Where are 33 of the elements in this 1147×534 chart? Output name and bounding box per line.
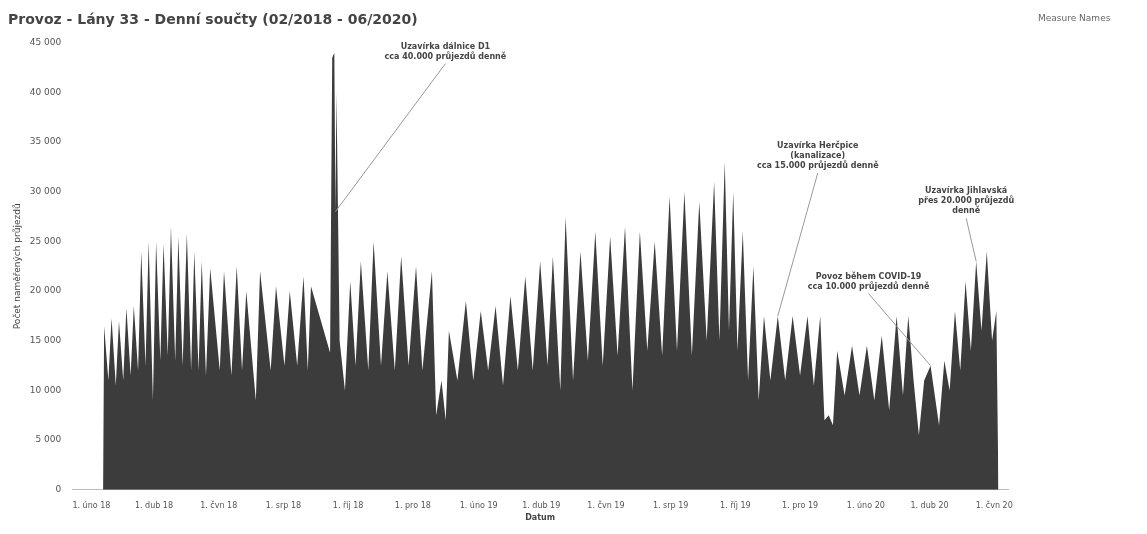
y-tick-label: 35 000 — [29, 136, 62, 147]
x-tick-label: 1. dub 18 — [134, 500, 174, 510]
y-tick-label: 0 — [55, 484, 62, 495]
x-tick-label: 1. čvn 18 — [200, 499, 238, 510]
y-tick-label: 15 000 — [29, 335, 62, 346]
y-tick-label: 20 000 — [29, 285, 62, 296]
y-tick-label: 30 000 — [29, 186, 62, 197]
y-tick-label: 5 000 — [35, 434, 62, 445]
x-tick-label: 1. pro 19 — [782, 500, 819, 510]
x-tick-label: 1. říj 18 — [332, 500, 364, 510]
y-tick-label: 45 000 — [29, 37, 62, 48]
annotation: Povoz během COVID-19 cca 10.000 průjezdů denně — [807, 270, 930, 291]
y-axis-title: Počet naměřených průjezdů — [11, 203, 22, 330]
x-tick-label: 1. úno 20 — [846, 500, 885, 510]
y-tick-label: 25 000 — [29, 235, 62, 246]
x-tick-label: 1. pro 18 — [394, 500, 431, 510]
x-tick-label: 1. říj 19 — [720, 500, 751, 510]
annotation: Uzavírka Herčpice (kanalizace) cca 15.000 průjezdů denně — [756, 140, 880, 171]
x-tick-label: 1. srp 19 — [652, 500, 689, 510]
annotation: Uzavírka dálnice D1 cca 40.000 průjezdů denně — [384, 41, 507, 61]
x-tick-label: 1. úno 18 — [72, 500, 111, 510]
x-tick-label: 1. úno 19 — [459, 500, 498, 510]
x-tick-label: 1. čvn 20 — [975, 499, 1013, 510]
annotation: Uzavírka Jihlavská přes 20.000 průjezdů denně — [918, 186, 1015, 216]
x-tick-label: 1. čvn 19 — [587, 499, 625, 510]
x-axis-title: Datum — [525, 513, 556, 523]
y-tick-label: 40 000 — [29, 86, 62, 97]
x-tick-label: 1. dub 19 — [522, 500, 561, 510]
y-tick-label: 10 000 — [29, 384, 62, 395]
chart-title: Provoz - Lány 33 - Denní součty (02/2018 - 06/2020) — [8, 11, 418, 28]
x-tick-label: 1. srp 18 — [265, 500, 302, 510]
x-tick-label: 1. dub 20 — [910, 500, 949, 510]
legend-title: Measure Names — [1038, 12, 1111, 23]
